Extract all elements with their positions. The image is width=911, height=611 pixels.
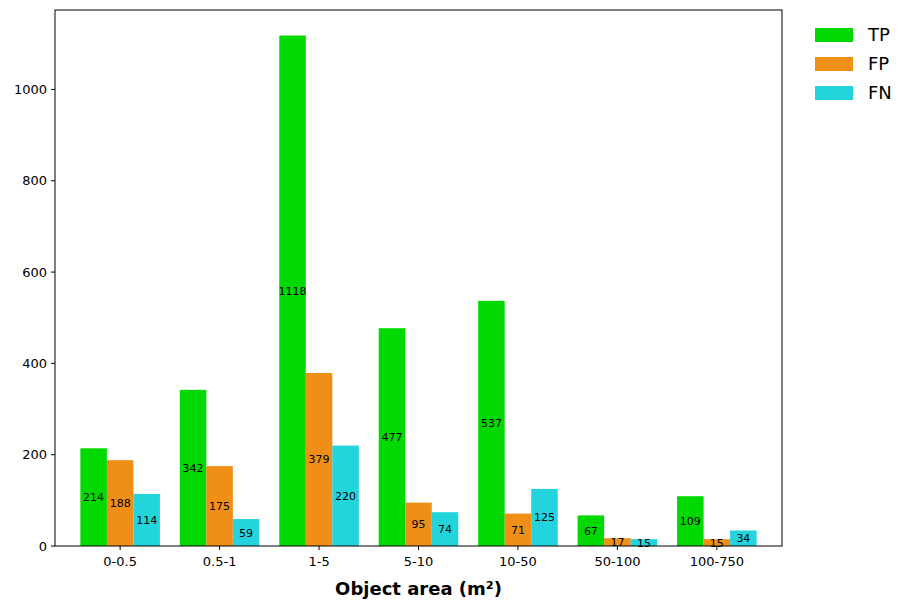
data-label: 477: [381, 431, 402, 444]
data-label: 95: [412, 518, 426, 531]
legend-swatch: [815, 28, 853, 42]
bar: [133, 494, 160, 546]
data-label: 15: [637, 537, 651, 550]
x-tick: [418, 546, 419, 550]
legend-swatch: [815, 57, 853, 71]
data-label: 34: [736, 532, 750, 545]
y-tick: [51, 272, 55, 273]
chart-container: 214 342 1118 477 537 67 109 188 175 379 95 71 17 15 11…: [0, 0, 911, 611]
data-label: 175: [209, 500, 230, 513]
x-tick-label: 0-0.5: [103, 554, 137, 569]
data-label: 17: [610, 536, 624, 549]
bar: [306, 373, 333, 546]
y-tick: [51, 546, 55, 547]
y-tick: [51, 363, 55, 364]
bar: [505, 514, 532, 546]
data-label: 67: [584, 525, 598, 538]
data-label: 342: [183, 462, 204, 475]
data-label: 74: [438, 523, 452, 536]
y-tick: [51, 454, 55, 455]
bar: [531, 489, 558, 546]
x-axis-label: Object area (m²): [335, 578, 502, 599]
x-tick-label: 5-10: [404, 554, 434, 569]
bar: [677, 496, 704, 546]
y-tick: [51, 180, 55, 181]
x-tick: [617, 546, 618, 550]
data-label: 1118: [279, 285, 307, 298]
x-tick: [517, 546, 518, 550]
bar: [107, 460, 134, 546]
data-label: 537: [481, 417, 502, 430]
x-tick-label: 10-50: [499, 554, 537, 569]
y-tick-label: 400: [22, 356, 47, 371]
x-tick-label: 50-100: [594, 554, 640, 569]
data-labels: 214 342 1118 477 537 67 109 188 175 379 95 71 17 15 11…: [83, 285, 750, 550]
x-tick: [120, 546, 121, 550]
bar: [332, 446, 359, 546]
data-label: 71: [511, 524, 525, 537]
bar: [730, 530, 757, 546]
data-label: 59: [239, 527, 253, 540]
y-tick-label: 800: [22, 173, 47, 188]
bars: [80, 36, 756, 546]
data-label: 188: [110, 497, 131, 510]
legend-label: TP: [867, 24, 890, 45]
bar: [379, 328, 406, 546]
y-tick: [51, 89, 55, 90]
bar: [405, 503, 432, 546]
bar: [180, 390, 207, 546]
x-tick: [219, 546, 220, 550]
legend: TP FP FN: [815, 24, 892, 103]
legend-swatch: [815, 86, 853, 100]
data-label: 214: [83, 491, 104, 504]
data-label: 220: [335, 490, 356, 503]
y-tick-label: 0: [39, 539, 47, 554]
bar: [478, 301, 505, 546]
data-label: 114: [136, 514, 157, 527]
bar: [279, 36, 306, 546]
legend-label: FP: [868, 53, 889, 74]
plot-frame: [55, 10, 782, 546]
bar: [432, 512, 459, 546]
data-label: 109: [680, 515, 701, 528]
y-tick-label: 600: [22, 265, 47, 280]
data-label: 15: [710, 537, 724, 550]
data-label: 379: [309, 453, 330, 466]
bar: [578, 515, 605, 546]
legend-label: FN: [868, 82, 892, 103]
x-tick-label: 100-750: [690, 554, 744, 569]
chart-svg: 214 342 1118 477 537 67 109 188 175 379 95 71 17 15 11…: [0, 0, 911, 611]
x-tick-label: 1-5: [308, 554, 329, 569]
data-label: 125: [534, 511, 555, 524]
x-tick: [319, 546, 320, 550]
bar: [233, 519, 260, 546]
bar: [206, 466, 233, 546]
x-tick-label: 0.5-1: [203, 554, 237, 569]
y-tick-label: 1000: [14, 82, 47, 97]
y-tick-label: 200: [22, 447, 47, 462]
x-tick: [716, 546, 717, 550]
bar: [80, 448, 107, 546]
